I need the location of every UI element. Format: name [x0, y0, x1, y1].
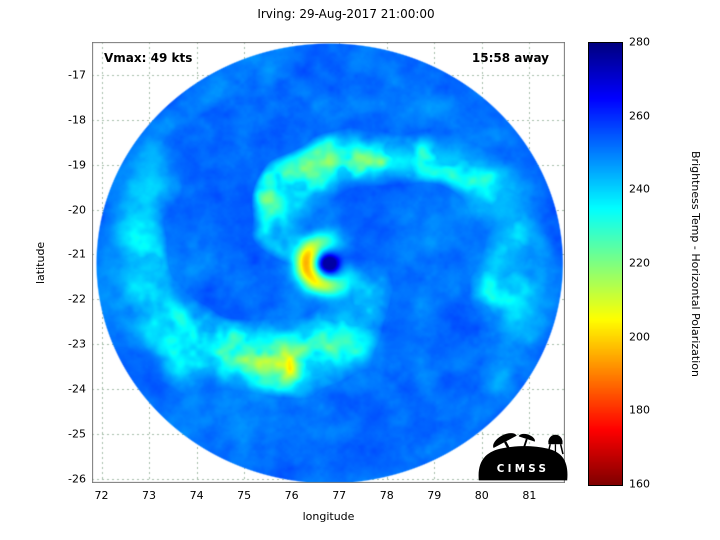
colorbar-tick-label: 200 [629, 330, 650, 344]
x-tick-label: 72 [94, 489, 109, 502]
y-tick-label: -23 [68, 337, 86, 351]
y-tick-label: -25 [68, 427, 86, 441]
colorbar-tick-label: 160 [629, 477, 650, 491]
y-tick-label: -18 [68, 113, 86, 127]
colorbar-gradient [588, 42, 623, 486]
x-tick-label: 81 [522, 489, 537, 502]
time-away-annotation: 15:58 away [471, 51, 549, 65]
x-tick-label: 80 [474, 489, 489, 502]
colorbar-tick-label: 280 [629, 35, 650, 49]
x-tick-label: 74 [189, 489, 204, 502]
y-tick-label: -20 [68, 203, 86, 217]
x-tick-label: 73 [142, 489, 157, 502]
y-tick-label: -21 [68, 247, 86, 261]
logo-text: CIMSS [497, 463, 550, 475]
vmax-annotation: Vmax: 49 kts [104, 51, 193, 65]
logo-water-tower-icon [547, 434, 564, 455]
y-tick-label: -22 [68, 292, 86, 306]
x-tick-label: 79 [427, 489, 442, 502]
y-tick-label: -26 [68, 472, 86, 486]
colorbar-tick-label: 220 [629, 256, 650, 270]
plot-area: Vmax: 49 kts 15:58 away CIMSS [92, 42, 568, 483]
x-tick-label: 77 [332, 489, 347, 502]
x-axis-label: longitude [302, 510, 355, 523]
x-tick-label: 78 [379, 489, 394, 502]
cimss-logo: CIMSS [478, 433, 568, 481]
y-tick-label: -17 [68, 68, 86, 82]
x-tick-label: 76 [284, 489, 299, 502]
figure-title: Irving: 29-Aug-2017 21:00:00 [257, 7, 435, 21]
y-tick-label: -19 [68, 158, 86, 172]
x-tick-label: 75 [237, 489, 252, 502]
colorbar-tick-label: 260 [629, 109, 650, 123]
storm-heatmap-canvas [92, 42, 565, 483]
logo-dish-large-icon [493, 433, 517, 452]
logo-hill [478, 446, 568, 481]
y-axis-label: latitude [34, 241, 47, 284]
colorbar-tick-label: 240 [629, 182, 650, 196]
logo-dish-small-icon [518, 433, 535, 448]
colorbar-label: Brightness Temp - Horizontal Polarizatio… [689, 151, 702, 377]
y-tick-label: -24 [68, 382, 86, 396]
colorbar-tick-label: 180 [629, 403, 650, 417]
